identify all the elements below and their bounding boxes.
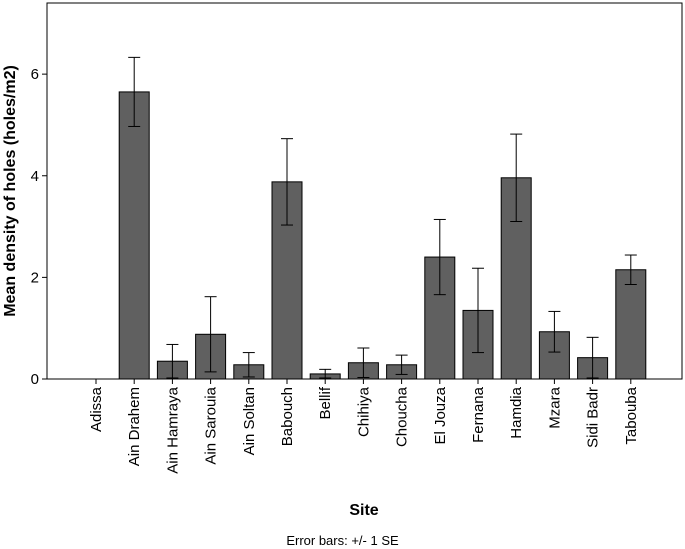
y-tick-label: 0 bbox=[31, 371, 39, 388]
y-tick-label: 4 bbox=[31, 168, 39, 185]
x-tick-label: Ain Drahem bbox=[126, 387, 143, 466]
y-axis-title: Mean density of holes (holes/m2) bbox=[2, 65, 19, 317]
x-tick-label: El Jouza bbox=[432, 386, 449, 444]
y-axis: 0 2 4 6 bbox=[31, 66, 47, 388]
x-tick-label: Adissa bbox=[88, 386, 105, 432]
x-tick-label: Mzara bbox=[546, 386, 563, 428]
bars bbox=[118, 91, 647, 380]
x-tick-label: Sidi Badr bbox=[585, 387, 602, 448]
x-tick-label: Tabouba bbox=[623, 386, 640, 444]
bar bbox=[118, 91, 150, 380]
x-tick-label: Ain Hamraya bbox=[164, 386, 181, 473]
x-tick-label: Bellif bbox=[317, 386, 334, 419]
x-axis: Adissa Ain Drahem Ain Hamraya Ain Sarouia Ai… bbox=[88, 379, 640, 474]
bar bbox=[615, 269, 647, 380]
error-bars-footnote: Error bars: +/- 1 SE bbox=[286, 533, 399, 548]
x-tick-label: Babouch bbox=[279, 387, 296, 446]
x-tick-label: Ain Soltan bbox=[241, 387, 258, 455]
error-bars bbox=[128, 56, 637, 379]
y-tick-label: 2 bbox=[31, 269, 39, 286]
x-tick-label: Fernana bbox=[470, 386, 487, 443]
x-tick-label: Hamdia bbox=[508, 386, 525, 438]
x-tick-label: Choucha bbox=[394, 386, 411, 447]
x-axis-title: Site bbox=[349, 502, 378, 519]
x-tick-label: Ain Sarouia bbox=[203, 386, 220, 464]
y-tick-label: 6 bbox=[31, 66, 39, 83]
x-tick-label: Chihiya bbox=[355, 386, 372, 437]
